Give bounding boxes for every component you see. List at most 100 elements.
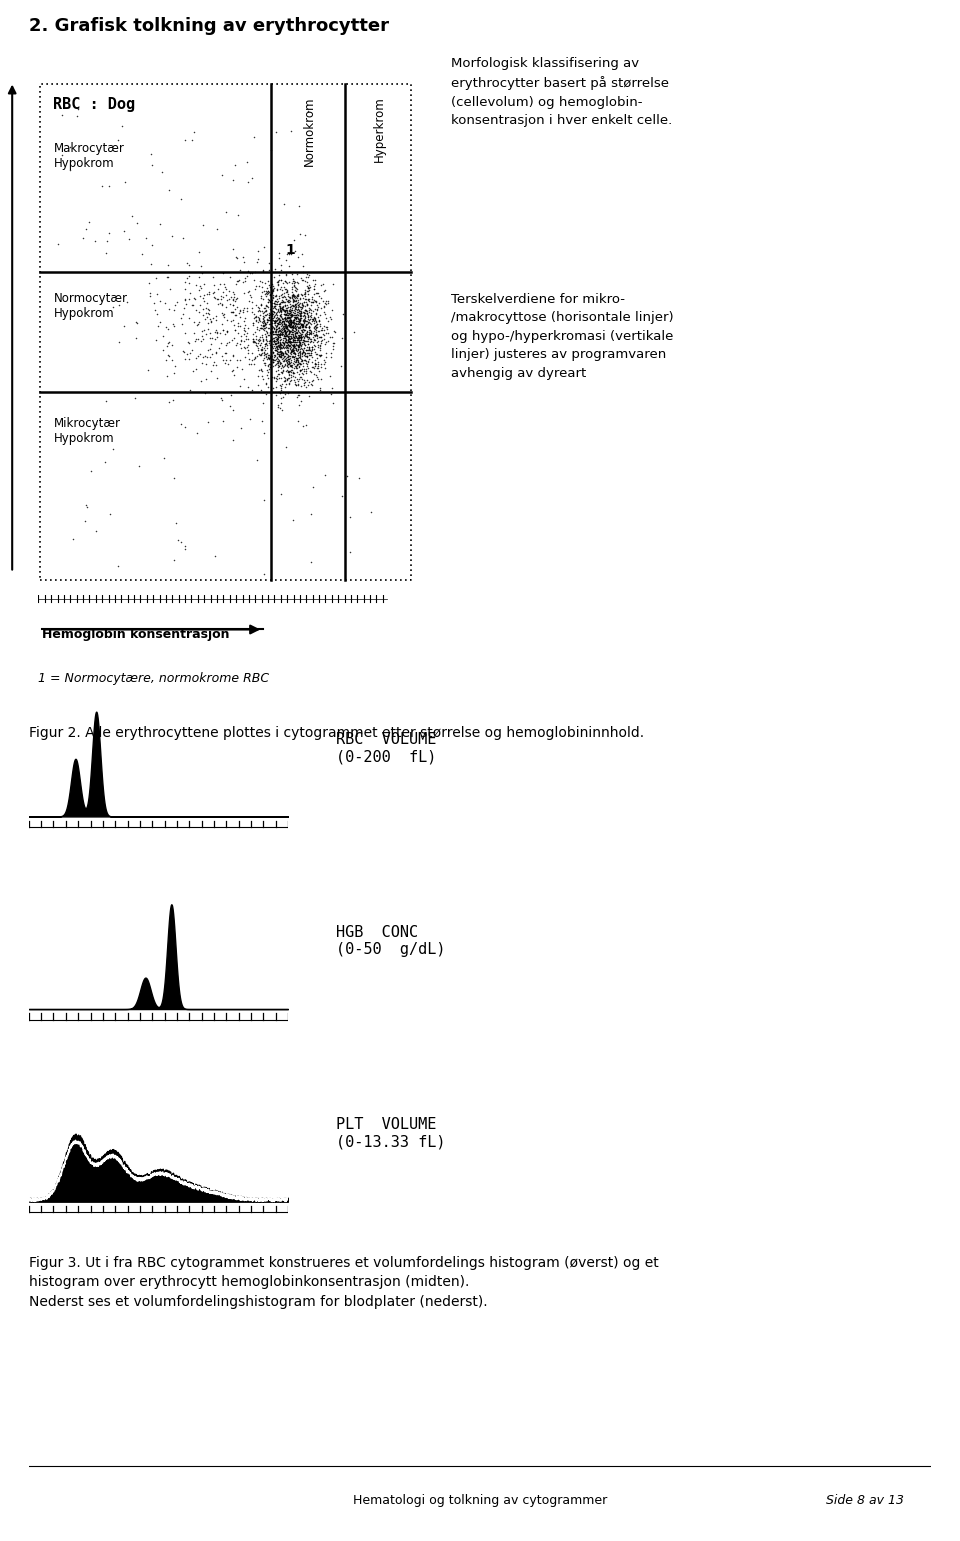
Point [306, 277, 322, 302]
Point [273, 351, 288, 376]
Point [287, 310, 302, 334]
Point [269, 313, 284, 337]
Point [279, 308, 295, 333]
Point [282, 310, 298, 334]
Point [285, 336, 300, 361]
Point [280, 290, 296, 314]
Point [224, 384, 239, 408]
Point [317, 277, 332, 302]
Point [281, 299, 297, 324]
Point [265, 350, 280, 374]
Point [281, 319, 297, 344]
Point [288, 314, 303, 339]
Point [298, 324, 313, 348]
Point [324, 345, 339, 370]
Point [304, 334, 320, 359]
Point [266, 308, 281, 333]
Point [287, 284, 302, 308]
Point [275, 296, 290, 321]
Point [251, 364, 266, 388]
Point [264, 324, 279, 348]
Point [293, 333, 308, 358]
Point [296, 314, 311, 339]
Point [306, 328, 322, 353]
Point [226, 237, 241, 262]
Point [293, 313, 308, 337]
Point [270, 311, 285, 336]
Point [292, 359, 307, 384]
Point [264, 337, 279, 362]
Point [324, 336, 340, 361]
Point [181, 330, 197, 354]
Point [301, 342, 317, 367]
Point [298, 297, 313, 322]
Point [270, 336, 285, 361]
Point [325, 391, 341, 416]
Point [287, 322, 302, 347]
Point [297, 317, 312, 342]
Point [214, 330, 229, 354]
Point [286, 333, 301, 358]
Point [287, 271, 302, 296]
Point [272, 348, 287, 373]
Point [264, 308, 279, 333]
Point [271, 327, 286, 351]
Point [268, 302, 283, 327]
Point [281, 351, 297, 376]
Point [300, 308, 315, 333]
Point [223, 393, 238, 418]
Point [295, 300, 310, 325]
Point [237, 307, 252, 331]
Point [313, 324, 328, 348]
Point [277, 319, 293, 344]
Point [156, 324, 171, 348]
Point [263, 293, 278, 317]
Point [258, 324, 274, 348]
Point [230, 314, 246, 339]
Point [271, 316, 286, 341]
Point [300, 299, 315, 324]
Point [272, 322, 287, 347]
Point [268, 313, 283, 337]
Point [208, 341, 224, 365]
Point [274, 385, 289, 410]
Point [282, 319, 298, 344]
Point [300, 341, 315, 365]
Point [273, 344, 288, 368]
Point [272, 304, 287, 328]
Point [271, 284, 286, 308]
Point [274, 347, 289, 371]
Point [290, 321, 305, 345]
Point [258, 284, 274, 308]
Point [225, 344, 240, 368]
Point [276, 345, 291, 370]
Point [266, 308, 281, 333]
Point [259, 347, 275, 371]
Point [274, 299, 289, 324]
Point [301, 341, 317, 365]
Point [266, 328, 281, 353]
Point [282, 308, 298, 333]
Point [117, 170, 132, 194]
Point [269, 364, 284, 388]
Point [204, 353, 220, 378]
Point [254, 316, 270, 341]
Point [302, 307, 318, 331]
Point [217, 274, 232, 299]
Point [288, 313, 303, 337]
Point [301, 370, 317, 394]
Point [268, 308, 283, 333]
Point [235, 297, 251, 322]
Point [271, 308, 286, 333]
Point [302, 341, 318, 365]
Point [290, 333, 305, 358]
Point [253, 316, 269, 341]
Point [292, 299, 307, 324]
Point [263, 316, 278, 341]
Point [278, 322, 294, 347]
Point [255, 391, 271, 416]
Point [308, 307, 324, 331]
Point [272, 311, 287, 336]
Point [288, 313, 303, 337]
Point [246, 322, 261, 347]
